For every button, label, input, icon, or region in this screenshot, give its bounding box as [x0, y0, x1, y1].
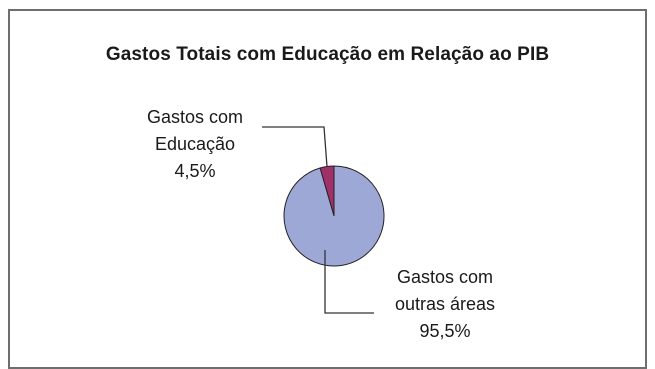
- label-other-areas: Gastos com outras áreas 95,5%: [370, 264, 520, 345]
- label-other-line1: Gastos com: [396, 267, 494, 287]
- pie-slice-other-areas: [283, 165, 385, 267]
- label-other-value: 95,5%: [419, 321, 471, 341]
- label-education-line2: Educação: [154, 134, 236, 154]
- leader-line-other-areas: [324, 250, 374, 314]
- pie-chart: [262, 126, 385, 314]
- label-education-value: 4,5%: [174, 161, 216, 181]
- label-education-line1: Gastos com: [146, 107, 244, 127]
- label-other-line2: outras áreas: [394, 294, 496, 314]
- label-education: Gastos com Educação 4,5%: [120, 104, 270, 185]
- chart-title: Gastos Totais com Educação em Relação ao…: [105, 44, 550, 65]
- leader-line-education: [262, 126, 328, 167]
